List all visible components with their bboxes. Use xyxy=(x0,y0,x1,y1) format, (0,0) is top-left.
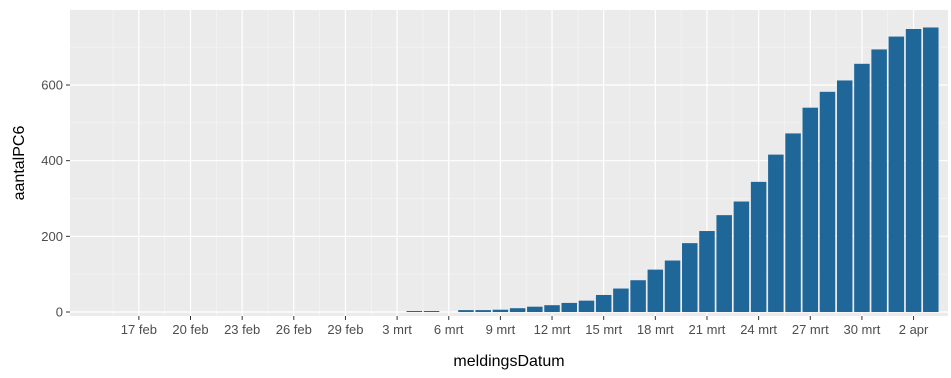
bar xyxy=(871,49,887,312)
bar xyxy=(836,80,853,313)
x-tick-label: 24 mrt xyxy=(740,322,777,337)
bar xyxy=(475,310,491,312)
minor-gridlines xyxy=(70,10,948,316)
y-tick-label: 200 xyxy=(41,229,63,244)
x-tick-label: 20 feb xyxy=(172,322,208,337)
x-tick-label: 30 mrt xyxy=(843,322,880,337)
bar xyxy=(406,311,423,312)
bar xyxy=(699,231,715,312)
x-axis: 17 feb 20 feb 23 feb 26 feb 29 feb 3 mrt 6 mrt… xyxy=(121,316,929,337)
x-tick-label: 12 mrt xyxy=(534,322,571,337)
bar xyxy=(527,306,543,312)
x-tick-label: 29 feb xyxy=(327,322,363,337)
x-axis-title: meldingsDatum xyxy=(453,353,564,370)
bar xyxy=(785,133,801,312)
x-tick-label: 27 mrt xyxy=(792,322,829,337)
bar xyxy=(750,181,767,312)
bar xyxy=(888,36,905,312)
bar xyxy=(802,107,819,312)
y-tick-label: 400 xyxy=(41,153,63,168)
x-tick-label: 23 feb xyxy=(224,322,260,337)
bars xyxy=(406,27,939,313)
bar xyxy=(613,288,629,312)
bar xyxy=(819,91,836,312)
bar xyxy=(664,260,681,312)
bar xyxy=(509,308,526,312)
x-tick-label: 21 mrt xyxy=(689,322,726,337)
x-tick-label: 18 mrt xyxy=(637,322,674,337)
bar xyxy=(544,305,560,312)
x-tick-label: 9 mrt xyxy=(486,322,516,337)
bar xyxy=(578,300,595,312)
y-tick-label: 0 xyxy=(56,305,63,320)
x-tick-label: 6 mrt xyxy=(434,322,464,337)
bar xyxy=(647,269,664,312)
x-tick-label: 2 apr xyxy=(899,322,929,337)
x-tick-label: 26 feb xyxy=(276,322,312,337)
bar xyxy=(492,309,509,312)
x-tick-label: 15 mrt xyxy=(585,322,622,337)
bar xyxy=(682,243,698,312)
y-tick-label: 600 xyxy=(41,78,63,93)
bar xyxy=(595,294,612,312)
y-axis: 0 200 400 600 xyxy=(41,78,70,320)
bar xyxy=(423,311,440,312)
x-tick-label: 17 feb xyxy=(121,322,157,337)
bar xyxy=(561,302,578,312)
bar xyxy=(923,27,939,312)
bar xyxy=(733,201,750,312)
y-axis-title: aantalPC6 xyxy=(11,126,28,201)
bar xyxy=(854,63,870,313)
bar xyxy=(768,154,784,312)
x-tick-label: 3 mrt xyxy=(382,322,412,337)
bar xyxy=(905,29,922,313)
bar xyxy=(716,215,732,312)
bar xyxy=(458,310,474,312)
bar xyxy=(630,280,646,312)
